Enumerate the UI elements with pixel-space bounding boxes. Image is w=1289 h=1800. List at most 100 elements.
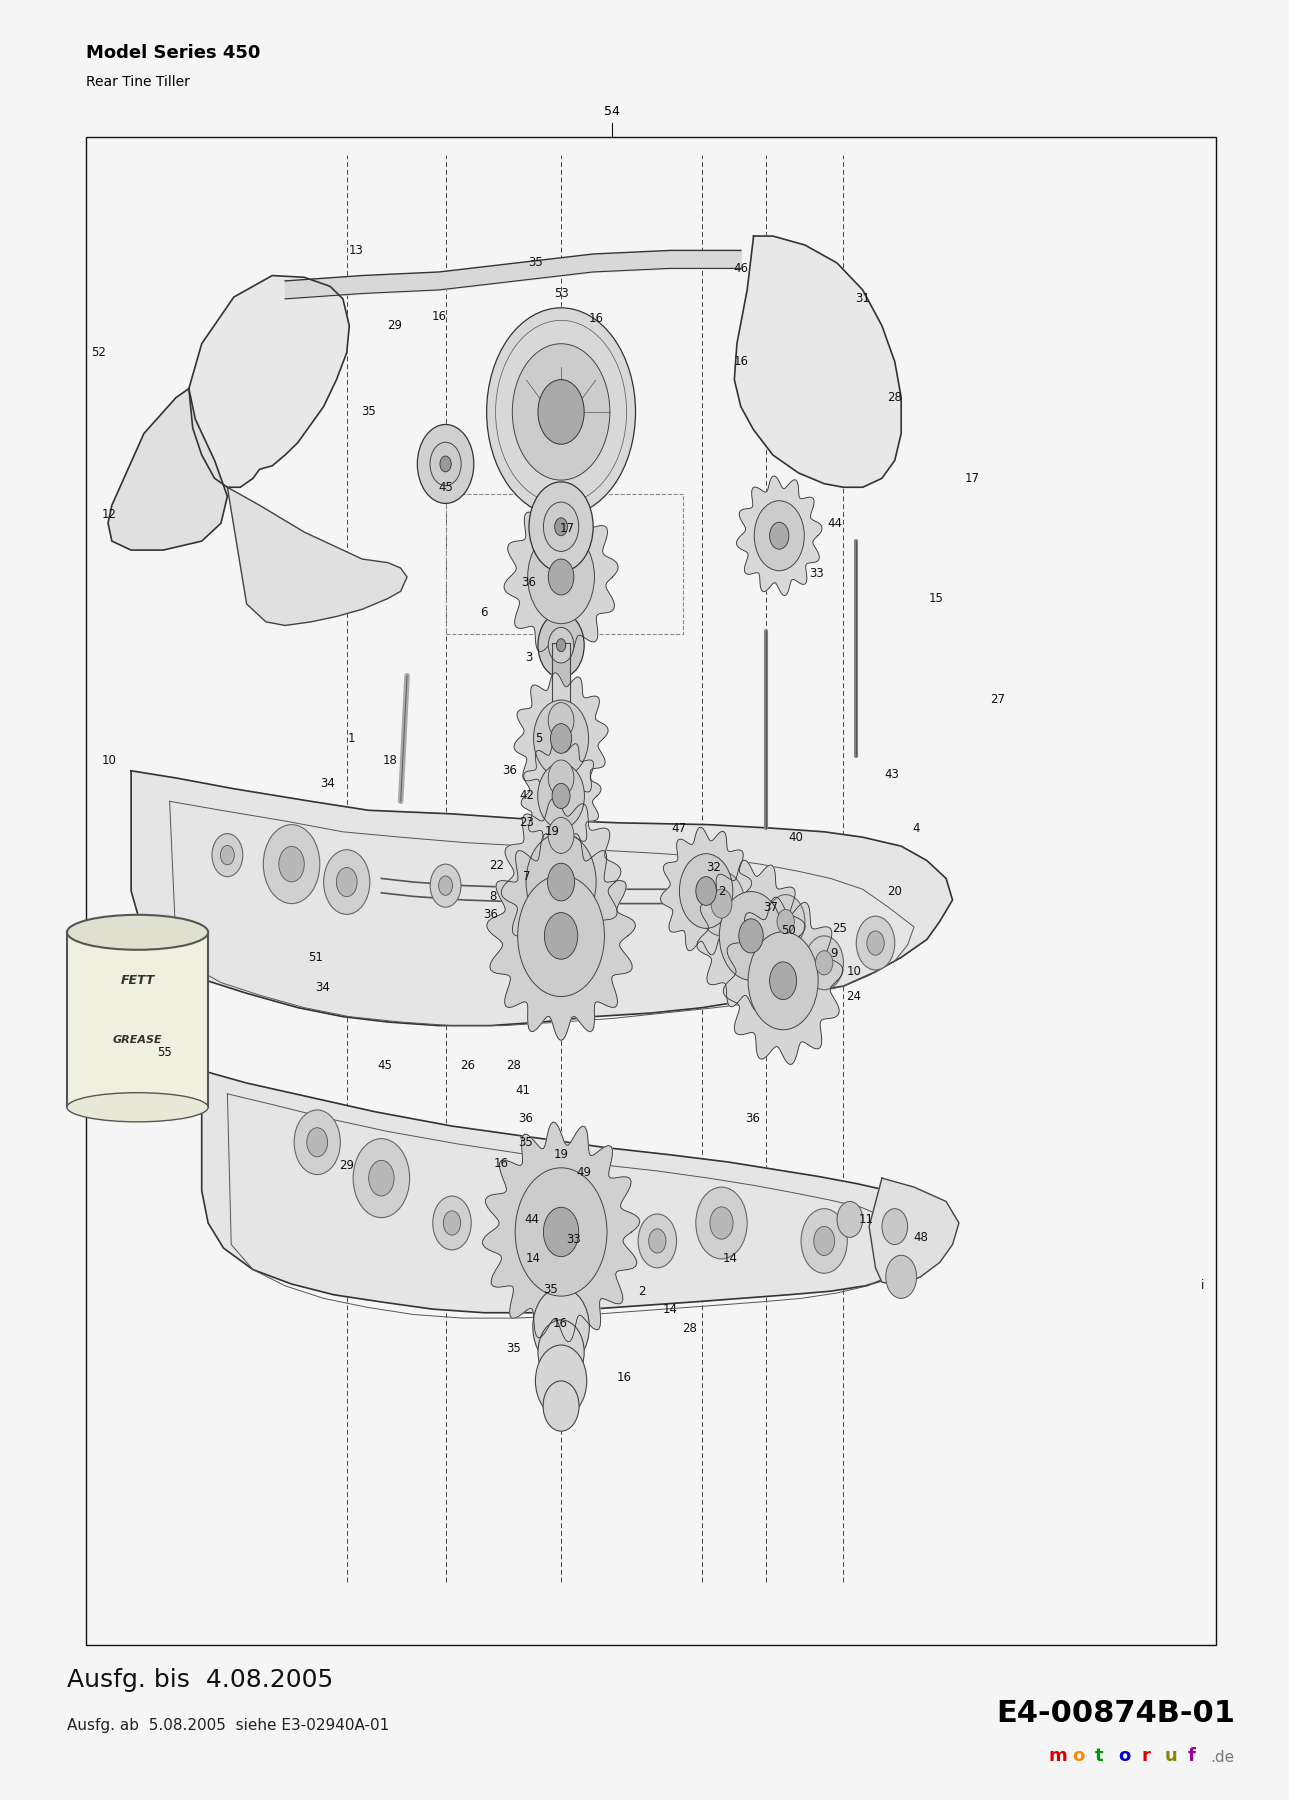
Text: o: o xyxy=(1072,1748,1084,1766)
Text: i: i xyxy=(1201,1280,1204,1292)
Text: 16: 16 xyxy=(494,1157,508,1170)
Circle shape xyxy=(307,1129,327,1157)
Polygon shape xyxy=(487,833,635,1040)
Circle shape xyxy=(544,1208,579,1256)
Text: 35: 35 xyxy=(518,1136,532,1148)
Text: 4: 4 xyxy=(913,823,920,835)
Text: 34: 34 xyxy=(320,778,335,790)
Text: 17: 17 xyxy=(559,522,575,535)
Text: 17: 17 xyxy=(964,472,980,484)
Text: 12: 12 xyxy=(102,508,117,520)
Text: u: u xyxy=(1164,1748,1177,1766)
Polygon shape xyxy=(869,1179,959,1285)
Polygon shape xyxy=(501,799,621,967)
Circle shape xyxy=(710,1206,733,1238)
Text: 26: 26 xyxy=(460,1058,474,1071)
Circle shape xyxy=(336,868,357,896)
Circle shape xyxy=(538,1319,584,1384)
Text: 6: 6 xyxy=(481,607,487,619)
Text: 7: 7 xyxy=(522,869,530,884)
Text: FETT: FETT xyxy=(120,974,155,986)
Text: 29: 29 xyxy=(339,1159,354,1172)
Circle shape xyxy=(548,864,575,900)
Circle shape xyxy=(548,702,574,738)
Text: 2: 2 xyxy=(718,884,726,898)
Text: f: f xyxy=(1187,1748,1195,1766)
Text: 10: 10 xyxy=(102,754,117,767)
Polygon shape xyxy=(660,828,751,954)
Bar xyxy=(446,495,683,634)
Text: 32: 32 xyxy=(706,860,722,875)
Circle shape xyxy=(550,724,571,754)
Text: 37: 37 xyxy=(763,900,777,914)
Text: 5: 5 xyxy=(535,733,543,745)
Circle shape xyxy=(278,846,304,882)
Text: 45: 45 xyxy=(378,1058,393,1071)
Circle shape xyxy=(552,783,570,808)
Text: 16: 16 xyxy=(552,1318,567,1330)
Circle shape xyxy=(548,628,574,662)
Text: 41: 41 xyxy=(516,1084,530,1096)
Text: 36: 36 xyxy=(483,907,498,922)
Text: 22: 22 xyxy=(490,859,504,873)
Text: 14: 14 xyxy=(723,1253,739,1265)
Circle shape xyxy=(535,1345,586,1417)
Circle shape xyxy=(534,700,589,778)
Text: 2: 2 xyxy=(638,1285,646,1298)
Circle shape xyxy=(548,760,574,796)
Circle shape xyxy=(525,1183,597,1282)
Text: 48: 48 xyxy=(913,1231,928,1244)
Text: 25: 25 xyxy=(833,922,847,936)
Polygon shape xyxy=(736,475,822,596)
Circle shape xyxy=(748,932,819,1030)
Polygon shape xyxy=(514,673,608,805)
Circle shape xyxy=(418,425,474,504)
Circle shape xyxy=(548,560,574,596)
Text: 33: 33 xyxy=(567,1233,581,1246)
Circle shape xyxy=(516,1168,607,1296)
Text: 16: 16 xyxy=(432,310,447,324)
Text: 31: 31 xyxy=(855,292,870,306)
Text: Ausfg. bis  4.08.2005: Ausfg. bis 4.08.2005 xyxy=(67,1669,333,1692)
Text: 36: 36 xyxy=(518,1112,532,1125)
Circle shape xyxy=(528,482,593,572)
Text: 29: 29 xyxy=(387,319,402,333)
Circle shape xyxy=(538,850,584,914)
Circle shape xyxy=(211,833,242,877)
Text: 46: 46 xyxy=(733,261,748,275)
Text: 3: 3 xyxy=(526,652,532,664)
Circle shape xyxy=(438,877,452,895)
Bar xyxy=(552,643,570,729)
Text: 45: 45 xyxy=(438,481,452,493)
Polygon shape xyxy=(201,1071,940,1312)
Polygon shape xyxy=(227,488,407,625)
Text: 8: 8 xyxy=(490,889,496,904)
Text: 34: 34 xyxy=(315,981,330,994)
Circle shape xyxy=(886,1255,916,1298)
Polygon shape xyxy=(482,1121,639,1341)
Text: 23: 23 xyxy=(519,817,534,830)
Text: .de: .de xyxy=(1210,1750,1235,1766)
Circle shape xyxy=(739,918,763,952)
Circle shape xyxy=(770,961,797,999)
Text: GREASE: GREASE xyxy=(112,1035,162,1046)
Circle shape xyxy=(538,612,584,677)
Circle shape xyxy=(550,868,571,896)
Circle shape xyxy=(696,877,717,905)
Circle shape xyxy=(712,889,732,918)
Ellipse shape xyxy=(67,1093,208,1121)
Circle shape xyxy=(543,1381,579,1431)
Text: Rear Tine Tiller: Rear Tine Tiller xyxy=(86,74,189,88)
Circle shape xyxy=(512,344,610,481)
Text: Model Series 450: Model Series 450 xyxy=(86,43,260,61)
Text: 27: 27 xyxy=(990,693,1005,706)
Circle shape xyxy=(431,864,461,907)
Circle shape xyxy=(804,936,843,990)
Text: 15: 15 xyxy=(928,592,944,605)
Circle shape xyxy=(548,817,574,853)
Text: 16: 16 xyxy=(733,355,748,369)
Text: E4-00874B-01: E4-00874B-01 xyxy=(996,1699,1235,1728)
Text: r: r xyxy=(1141,1748,1150,1766)
Text: 36: 36 xyxy=(522,576,536,589)
Text: 14: 14 xyxy=(663,1303,678,1316)
